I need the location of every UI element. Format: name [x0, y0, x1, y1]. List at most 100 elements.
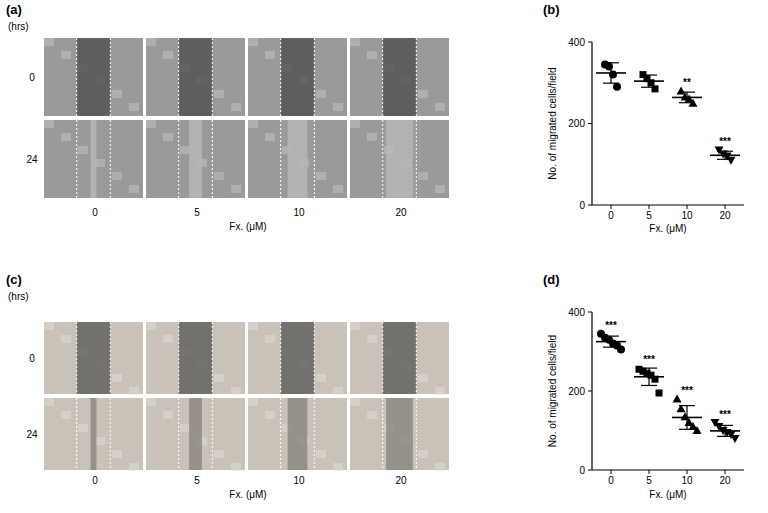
cell-texture [248, 398, 258, 406]
image-panel: (a)(hrs)024051020Fx. (μM) [6, 2, 449, 232]
wound-edge [212, 38, 213, 116]
wound-edge [280, 38, 281, 116]
x-tick-label: 5 [646, 210, 652, 221]
x-tick [687, 470, 688, 474]
micrograph [44, 38, 143, 116]
y-tick [588, 205, 592, 206]
error-cap [679, 405, 695, 406]
cell-texture [78, 146, 88, 154]
cell-texture [44, 398, 54, 406]
wound-gap [189, 398, 202, 470]
error-bar [603, 63, 619, 83]
cell-texture [367, 51, 377, 59]
error-stem [686, 92, 687, 103]
micrograph [350, 120, 449, 198]
row-label: 0 [29, 353, 35, 364]
cell-texture [231, 185, 241, 193]
cell-texture [129, 185, 139, 193]
wound-edge [280, 120, 281, 198]
error-cap [603, 335, 619, 336]
chart: (b)0200400051020Fx. (μM)No. of migrated … [543, 2, 744, 234]
x-tick-label: 0 [608, 210, 614, 221]
row-label: 24 [26, 154, 38, 165]
micrograph [248, 38, 347, 116]
error-bar [679, 92, 695, 103]
cell-texture [367, 133, 377, 141]
cell-texture [44, 120, 54, 128]
panel-label: (c) [6, 272, 22, 287]
cell-texture [146, 398, 156, 406]
error-stem [648, 368, 649, 385]
cell-texture [180, 146, 190, 154]
y-tick [588, 123, 592, 124]
cell-texture [316, 172, 326, 180]
wound-edge [314, 398, 315, 470]
wound-gap [189, 120, 202, 198]
x-tick-label: 10 [681, 475, 693, 486]
unit-label: (hrs) [8, 21, 29, 32]
panel-label: (d) [543, 272, 560, 287]
error-stem [610, 336, 611, 347]
cell-texture [316, 90, 326, 98]
data-group [596, 330, 740, 443]
error-cap [679, 429, 695, 430]
micrograph [248, 398, 347, 470]
data-point [609, 71, 617, 79]
micrograph [350, 398, 449, 470]
x-tick-label: 10 [681, 210, 693, 221]
cell-texture [61, 133, 71, 141]
panel-label: (a) [6, 2, 22, 17]
y-tick-label: 0 [579, 200, 585, 211]
wound-edge [212, 322, 213, 394]
x-tick [611, 470, 612, 474]
y-tick-label: 200 [568, 386, 585, 397]
cell-texture [435, 387, 445, 395]
wound-edge [178, 120, 179, 198]
cell-texture [435, 185, 445, 193]
x-tick [649, 470, 650, 474]
y-tick [588, 470, 592, 471]
wound-gap [386, 398, 413, 470]
cell-texture [112, 90, 122, 98]
significance: *** [719, 136, 731, 147]
cell-texture [333, 185, 343, 193]
cell-texture [61, 411, 71, 419]
error-stem [686, 406, 687, 430]
cell-texture [95, 437, 105, 445]
cell-texture [248, 322, 258, 330]
cell-texture [231, 387, 241, 395]
wound-edge [416, 38, 417, 116]
cell-texture [112, 450, 122, 458]
wound-edge [110, 38, 111, 116]
wound-edge [212, 398, 213, 470]
error-cap [641, 385, 657, 386]
cell-texture [61, 335, 71, 343]
error-bar [717, 425, 733, 436]
wound-edge [76, 398, 77, 470]
wound-edge [382, 38, 383, 116]
y-label: No. of migrated cells/field [547, 335, 558, 447]
micrograph [146, 38, 245, 116]
x-axis [592, 469, 744, 470]
unit-label: (hrs) [8, 291, 29, 302]
significance: *** [719, 409, 731, 420]
wound-gap [281, 38, 315, 116]
error-stem [724, 425, 725, 436]
cell-texture [146, 38, 156, 46]
error-bar [679, 406, 695, 430]
micrograph [44, 322, 143, 394]
error-cap [717, 436, 733, 437]
x-tick-label: 5 [646, 475, 652, 486]
cell-texture [333, 387, 343, 395]
cell-texture [163, 133, 173, 141]
wound-edge [76, 38, 77, 116]
cell-texture [350, 322, 360, 330]
error-stem [724, 151, 725, 159]
y-tick-label: 400 [568, 307, 585, 318]
column-label: 0 [92, 207, 98, 218]
error-cap [603, 83, 619, 84]
cell-texture [248, 120, 258, 128]
y-tick-label: 200 [568, 118, 585, 129]
wound-gap [288, 120, 308, 198]
wound-gap [386, 120, 413, 198]
